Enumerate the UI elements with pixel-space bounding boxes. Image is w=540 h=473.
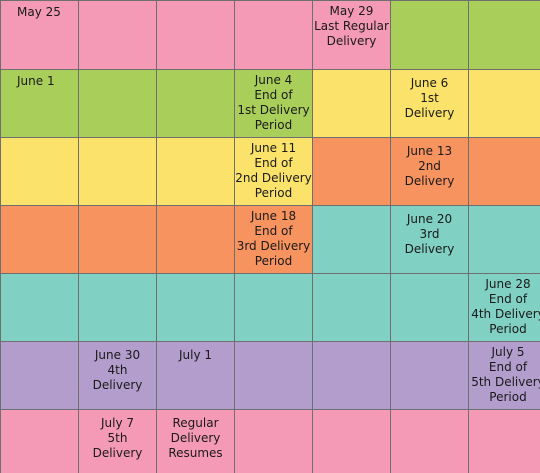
- calendar-cell-r4-c1: [79, 274, 156, 341]
- calendar-cell-r6-c3: [235, 410, 312, 473]
- calendar-cell-r2-c1: [79, 138, 156, 205]
- calendar-cell-r2-c3: June 11 End of 2nd Delivery Period: [235, 138, 312, 205]
- calendar-cell-r3-c6: [469, 206, 540, 273]
- calendar-cell-r4-c0: [1, 274, 78, 341]
- calendar-cell-r2-c6: [469, 138, 540, 205]
- calendar-cell-r3-c3: June 18 End of 3rd Delivery Period: [235, 206, 312, 273]
- calendar-cell-r2-c2: [157, 138, 234, 205]
- calendar-cell-r2-c0: [1, 138, 78, 205]
- calendar-cell-r3-c1: [79, 206, 156, 273]
- calendar-cell-r3-c5: June 20 3rd Delivery: [391, 206, 468, 273]
- calendar-cell-r0-c1: [79, 1, 156, 69]
- calendar-cell-r5-c5: [391, 342, 468, 409]
- calendar-cell-r5-c0: [1, 342, 78, 409]
- calendar-cell-r5-c3: [235, 342, 312, 409]
- calendar-cell-r0-c4: May 29 Last Regular Delivery: [313, 1, 390, 69]
- calendar-cell-r5-c4: [313, 342, 390, 409]
- calendar-cell-r1-c6: [469, 70, 540, 137]
- calendar-cell-r4-c2: [157, 274, 234, 341]
- calendar-cell-r0-c3: [235, 1, 312, 69]
- calendar-cell-r3-c4: [313, 206, 390, 273]
- calendar-cell-r0-c6: [469, 1, 540, 69]
- calendar-cell-r5-c2: July 1: [157, 342, 234, 409]
- calendar-cell-r4-c3: [235, 274, 312, 341]
- calendar-cell-r6-c6: [469, 410, 540, 473]
- calendar-cell-r1-c4: [313, 70, 390, 137]
- calendar-cell-r1-c3: June 4 End of 1st Delivery Period: [235, 70, 312, 137]
- calendar-cell-r3-c2: [157, 206, 234, 273]
- calendar-cell-r6-c0: [1, 410, 78, 473]
- calendar-cell-r2-c4: [313, 138, 390, 205]
- calendar-cell-r6-c1: July 7 5th Delivery: [79, 410, 156, 473]
- calendar-cell-r1-c2: [157, 70, 234, 137]
- calendar-cell-r1-c0: June 1: [1, 70, 78, 137]
- calendar-cell-r6-c5: [391, 410, 468, 473]
- calendar-cell-r5-c6: July 5 End of 5th Delivery Period: [469, 342, 540, 409]
- calendar-cell-r4-c6: June 28 End of 4th Delivery Period: [469, 274, 540, 341]
- calendar-cell-r0-c0: May 25: [1, 1, 78, 69]
- calendar-cell-r0-c5: [391, 1, 468, 69]
- calendar-cell-r4-c4: [313, 274, 390, 341]
- calendar-cell-r4-c5: [391, 274, 468, 341]
- calendar-cell-r5-c1: June 30 4th Delivery: [79, 342, 156, 409]
- calendar-cell-r1-c5: June 6 1st Delivery: [391, 70, 468, 137]
- calendar-cell-r0-c2: [157, 1, 234, 69]
- calendar-cell-r3-c0: [1, 206, 78, 273]
- calendar-cell-r2-c5: June 13 2nd Delivery: [391, 138, 468, 205]
- calendar-cell-r1-c1: [79, 70, 156, 137]
- calendar-cell-r6-c4: [313, 410, 390, 473]
- calendar-cell-r6-c2: Regular Delivery Resumes: [157, 410, 234, 473]
